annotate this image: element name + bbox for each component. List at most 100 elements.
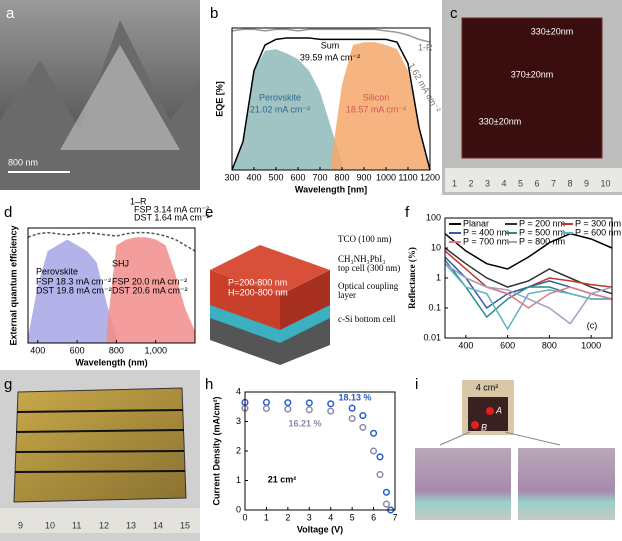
ruler-number: 10	[601, 178, 611, 188]
panel-label: a	[6, 5, 15, 22]
x-tick-label: 400	[458, 340, 473, 350]
x-tick-label: 600	[70, 345, 85, 355]
data-point	[284, 399, 292, 407]
cross-section	[518, 448, 615, 520]
connector	[439, 431, 471, 446]
data-point	[370, 447, 378, 455]
legend-label: P = 300 nm	[575, 218, 621, 228]
panel-label: g	[4, 376, 12, 393]
cell-lines	[14, 409, 186, 473]
annotation: 21.02 mA cm⁻²	[250, 104, 310, 114]
annotation: DST 1.64 mA cm⁻²	[134, 212, 210, 222]
ruler	[0, 508, 200, 533]
annotation: 21 cm²	[268, 474, 297, 484]
x-tick-label: 4	[328, 512, 333, 522]
chart: 400 600 800 1000 0.01 0.1 1 10 100 Reflectance (%…	[407, 212, 621, 350]
chart: 0 1 2 3 4 5 6 7 0 1 2 3 4 Voltage (V) Current Density …	[211, 386, 397, 534]
x-tick-label: 800	[109, 345, 124, 355]
annotation: DST 20.6 mA cm⁻²	[112, 285, 188, 295]
ruler-number: 14	[153, 520, 163, 530]
point-label: B	[481, 422, 487, 432]
chart: 300 400 500 600 700 800 900 1000 1100 1200 Wavelen…	[214, 27, 443, 194]
annotation: FSP 3.14 mA cm⁻²	[134, 204, 209, 214]
x-tick-label: 1	[264, 512, 269, 522]
x-tick-label: 2	[285, 512, 290, 522]
legend-label: P = 500 nm	[519, 227, 565, 237]
side-face	[280, 270, 330, 340]
ruler-number: 5	[518, 178, 523, 188]
thickness-label: 370±20nm	[511, 69, 553, 79]
y-tick-label: 3	[236, 416, 241, 426]
line	[27, 231, 196, 252]
area	[106, 237, 195, 343]
y-tick-label: 1	[436, 272, 441, 282]
connector	[504, 431, 561, 446]
panel-label: f	[405, 204, 410, 221]
x-tick-label: 6	[371, 512, 376, 522]
data-point	[376, 453, 384, 461]
height-label: H=200-800 nm	[228, 287, 288, 297]
area	[232, 49, 342, 170]
legend-label: P = 600 nm	[575, 227, 621, 237]
x-tick-label: 400	[246, 172, 261, 182]
x-tick-label: 600	[500, 340, 515, 350]
x-tick-label: 700	[312, 172, 327, 182]
data-point	[327, 400, 335, 408]
period-label: P=200-800 nm	[228, 277, 287, 287]
x-tick-label: 1100	[398, 172, 417, 182]
layer-label: layer	[338, 290, 356, 300]
annotation: Perovskite	[259, 92, 301, 102]
data-point	[348, 404, 356, 412]
x-tick-label: 500	[268, 172, 283, 182]
line	[444, 263, 613, 325]
annotation: Perovskite	[36, 266, 78, 276]
annotation: FSP 20.0 mA cm⁻²	[112, 276, 187, 286]
data-point	[305, 399, 313, 407]
annotation: 18.57 mA cm⁻²	[346, 104, 406, 114]
x-tick-label: 5	[350, 512, 355, 522]
x-tick-label: 900	[356, 172, 371, 182]
ruler-number: 12	[99, 520, 109, 530]
thickness-label: 330±20nm	[531, 26, 573, 36]
panel-label: d	[4, 204, 12, 221]
ruler-number: 9	[584, 178, 589, 188]
ruler-number: 7	[551, 178, 556, 188]
layer-label: CH₃NH₃PbI₃	[338, 254, 385, 264]
x-axis-label: Voltage (V)	[297, 524, 343, 534]
legend-label: P = 800 nm	[519, 236, 565, 246]
y-axis-label: External quantum efficiency	[8, 225, 18, 345]
area	[331, 42, 430, 171]
thickness-label: 330±20nm	[479, 116, 521, 126]
panel-label: b	[210, 5, 218, 22]
annotation: 18.13 %	[338, 392, 371, 402]
plot-frame	[231, 27, 431, 171]
panel-label: e	[205, 204, 213, 221]
x-tick-label: 1200	[420, 172, 440, 182]
cross-section	[415, 448, 511, 520]
ruler-number: 10	[45, 520, 55, 530]
x-axis-label: Wavelength (nm)	[75, 357, 147, 367]
data-point	[376, 471, 384, 479]
data-point	[359, 412, 367, 420]
layer-label: TCO (100 nm)	[338, 234, 392, 244]
line	[444, 263, 612, 331]
y-tick-label: 0.1	[428, 302, 441, 312]
annotation: DST 19.8 mA cm⁻²	[36, 285, 112, 295]
annotation: FSP 18.3 mA cm⁻²	[36, 276, 111, 286]
y-tick-label: 100	[426, 212, 441, 222]
ruler-numbers: 1 2 3 4 5 6 7 8 9 10	[452, 178, 611, 188]
line	[231, 37, 431, 171]
x-tick-label: 1000	[376, 172, 396, 182]
annotation: 39.59 mA cm⁻²	[300, 52, 360, 62]
point-marker	[486, 407, 494, 415]
y-tick-label: 0	[236, 504, 241, 514]
data-point	[359, 423, 367, 431]
ruler-number: 6	[535, 178, 540, 188]
ruler-number: 15	[180, 520, 190, 530]
wafer	[461, 17, 603, 159]
y-tick-label: 1	[236, 475, 241, 485]
data-point	[327, 407, 335, 415]
line	[444, 232, 613, 270]
